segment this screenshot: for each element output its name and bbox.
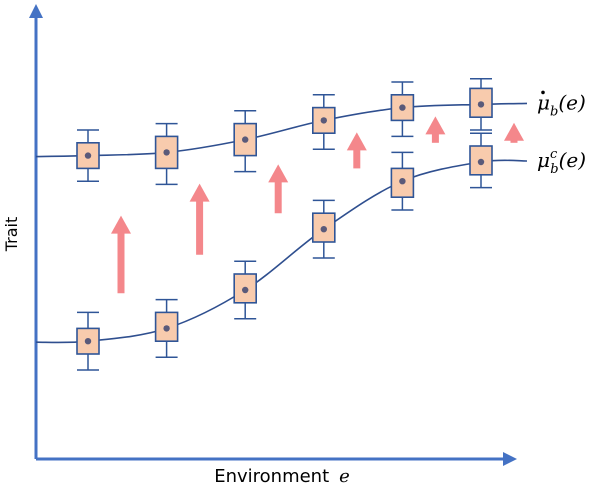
x-axis-label: Environment e [214,466,350,487]
median-point [84,152,92,159]
boxplot-lower [233,260,257,320]
boxplot-upper [469,78,493,131]
boxplot-lower [154,298,179,358]
boxplot-lower [76,311,100,371]
reaction-norm-curves [35,102,528,344]
y-axis-arrowhead [29,4,43,18]
median-point [163,325,170,332]
boxplot-upper [76,129,100,182]
median-point [399,104,406,111]
curve-label-symbol: μ [537,90,550,114]
curve-label-dot-accent [541,90,545,95]
boxplot-lower [469,132,493,189]
median-point [320,117,327,124]
y-axis [29,4,43,459]
boxplot-upper [311,94,336,150]
y-axis-label: Trait [2,217,21,253]
median-point [242,286,249,294]
curve-label-argument: (e) [558,90,585,114]
median-point [163,149,170,156]
curve-label-argument: (e) [559,148,586,172]
curve-label-superscript: c [550,147,558,162]
median-point [84,338,92,345]
shift-arrow-head [425,116,446,135]
reaction-norm-curve-lower [35,159,528,344]
x-axis-variable: e [339,466,350,487]
shift-arrow-head [268,164,289,183]
boxplot-lower [311,199,336,259]
shift-arrows [111,116,524,294]
x-axis-arrowhead [503,452,517,466]
curve-label-subscript: b [550,162,558,177]
boxplot-upper [154,122,179,186]
curve-label-symbol: μ [537,148,550,172]
curve-label-upper: μb(e) [537,90,586,119]
boxplots [76,78,493,371]
shift-arrow-head [504,122,524,141]
median-point [320,226,327,233]
boxplot-upper [233,110,257,173]
curve-label-lower: μc b(e) [537,147,586,177]
shift-arrow-head [111,215,131,234]
x-axis-title: Environment [214,466,329,487]
shift-arrow-head [346,132,367,151]
shift-arrow-head [189,183,210,202]
reaction-norm-curve-upper [35,102,528,158]
x-axis [36,452,517,466]
boxplot-upper [390,81,415,138]
median-point [477,158,485,166]
curve-label-subscript: b [550,104,558,119]
median-point [477,101,485,108]
median-point [399,178,406,185]
boxplot-lower [390,151,415,211]
curve-labels: μb(e)μc b(e) [537,90,586,177]
median-point [242,136,249,143]
